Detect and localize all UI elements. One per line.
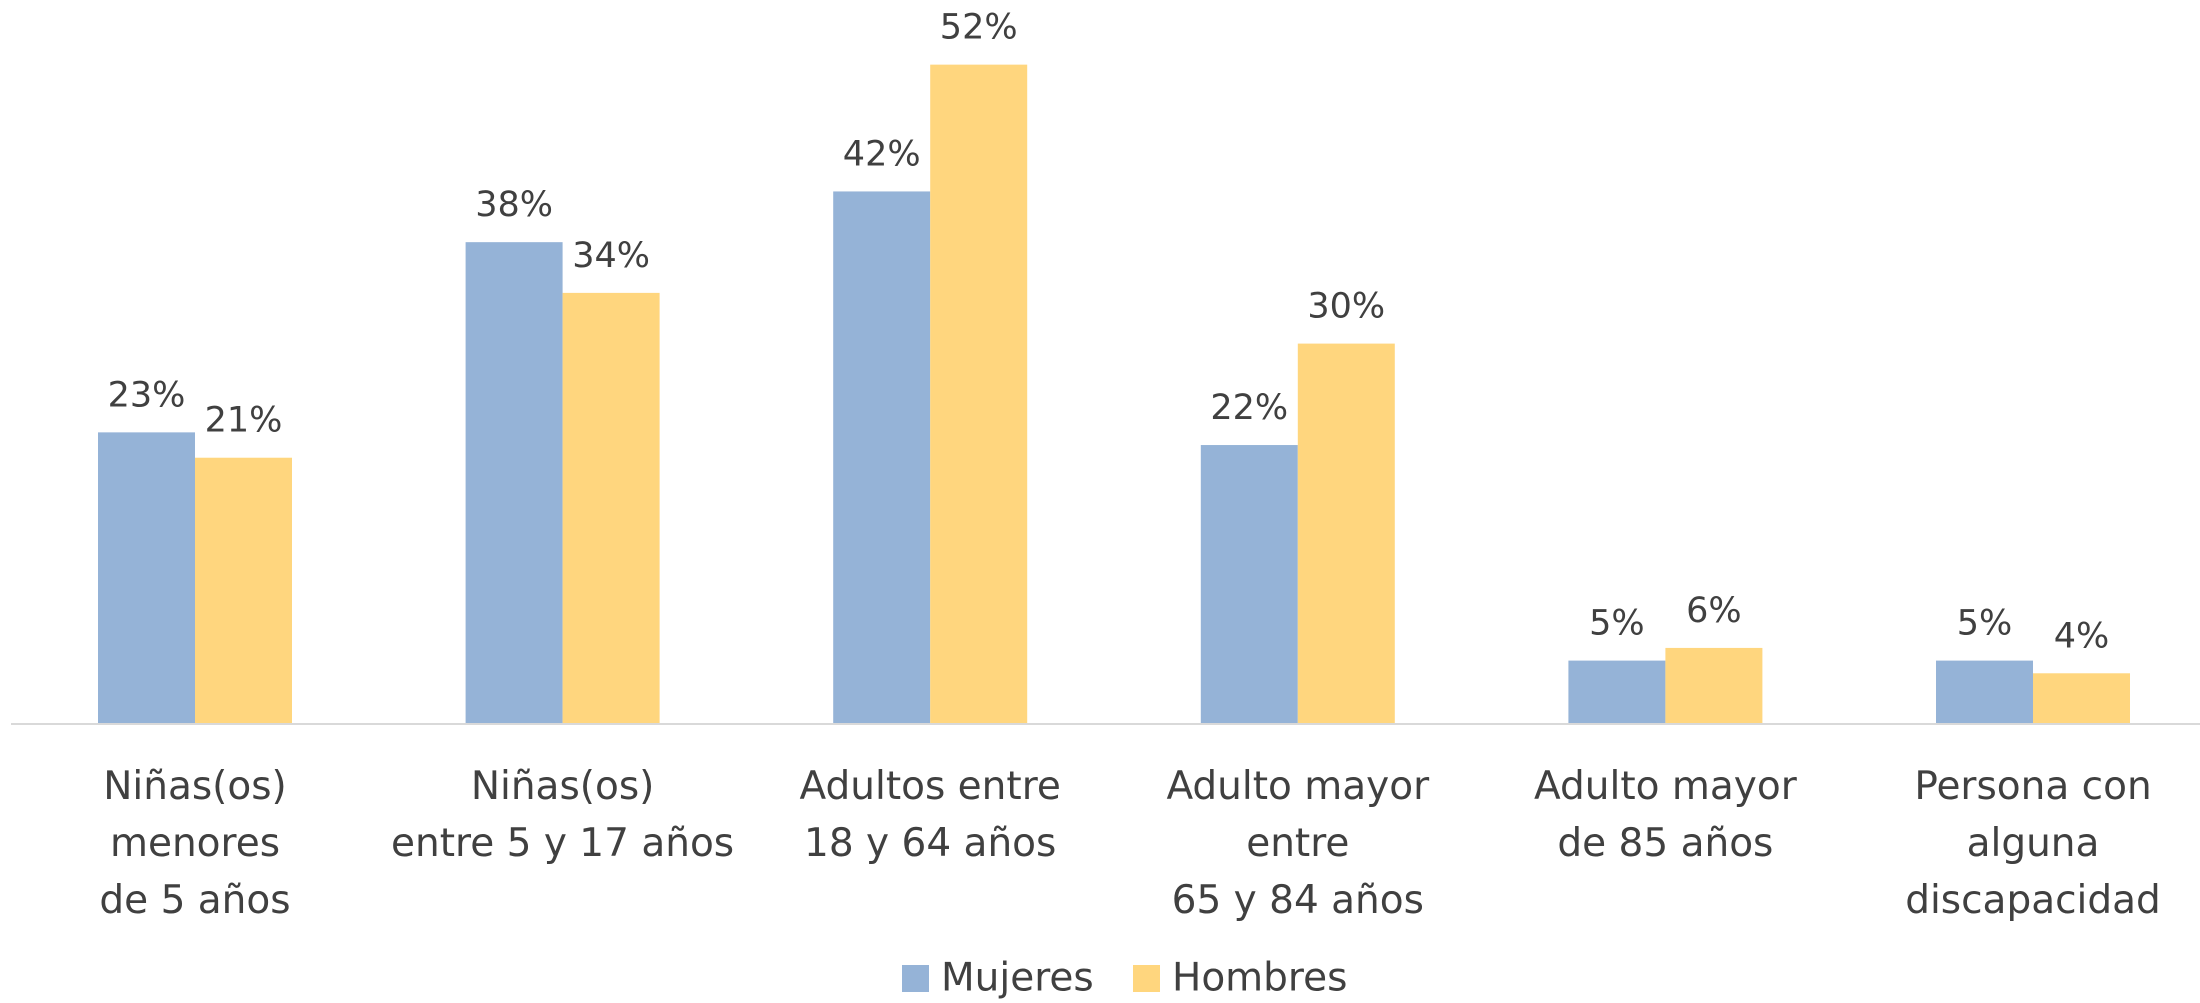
legend-swatch: [1133, 965, 1160, 992]
label-line: Adultos entre: [800, 764, 1061, 809]
bar: [465, 242, 563, 724]
value-label: 5%: [1589, 604, 1645, 644]
value-label: 21%: [205, 401, 283, 441]
bar: [98, 432, 195, 724]
bar: [1665, 647, 1763, 724]
label-line: menores: [110, 821, 280, 866]
label-line: Niñas(os): [103, 764, 287, 809]
label-line: entre: [1246, 821, 1349, 866]
label-line: de 5 años: [99, 878, 290, 923]
value-label: 22%: [1210, 388, 1288, 428]
label-line: de 85 años: [1557, 821, 1773, 866]
label-line: 18 y 64 años: [804, 821, 1056, 866]
value-label: 6%: [1686, 591, 1742, 631]
bar: [1568, 660, 1666, 724]
value-label: 52%: [940, 8, 1018, 48]
bar: [2033, 673, 2130, 724]
x-tick-label: Adultos entre 18 y 64 años: [800, 764, 1061, 866]
x-tick-label: Niñas(os) menores de 5 años: [99, 764, 290, 923]
x-tick-label: Persona con alguna discapacidad: [1905, 764, 2161, 923]
label-line: discapacidad: [1905, 878, 2161, 923]
label-line: alguna: [1967, 821, 2100, 866]
value-label: 23%: [108, 375, 186, 415]
bar: [1297, 343, 1395, 724]
label-line: Adulto mayor: [1166, 764, 1430, 809]
label-line: entre 5 y 17 años: [391, 821, 734, 866]
x-tick-label: Adulto mayor de 85 años: [1534, 764, 1798, 866]
value-label: 34%: [572, 236, 650, 276]
value-label: 5%: [1957, 604, 2013, 644]
x-tick-label: Niñas(os) entre 5 y 17 años: [391, 764, 734, 866]
bar: [930, 64, 1028, 724]
value-label: 30%: [1307, 287, 1385, 327]
x-tick-label: Adulto mayor entre 65 y 84 años: [1166, 764, 1430, 923]
label-line: Niñas(os): [471, 764, 655, 809]
bar: [195, 457, 292, 724]
label-line: Adulto mayor: [1534, 764, 1798, 809]
legend-label: Mujeres: [941, 956, 1094, 1001]
legend-label: Hombres: [1172, 956, 1347, 1001]
label-line: Persona con: [1914, 764, 2151, 809]
bar: [562, 292, 660, 724]
label-line: 65 y 84 años: [1172, 878, 1424, 923]
bar: [1200, 445, 1298, 724]
legend-swatch: [902, 965, 929, 992]
bar: [833, 191, 931, 724]
value-label: 4%: [2054, 616, 2110, 656]
value-label: 38%: [475, 185, 553, 225]
bar: [1936, 660, 2033, 724]
value-label: 42%: [843, 134, 921, 174]
